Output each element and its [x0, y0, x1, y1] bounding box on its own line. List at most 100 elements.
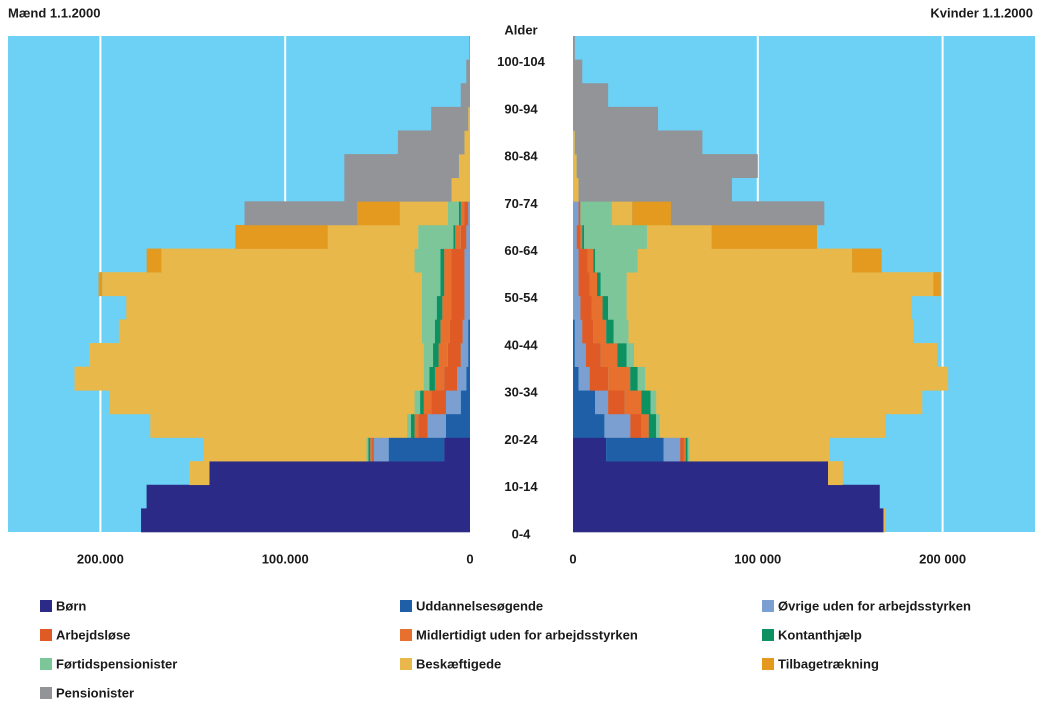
bar-segment [445, 390, 461, 415]
bar-segment [388, 437, 445, 462]
bar-segment [573, 83, 609, 108]
bar-segment [633, 343, 938, 367]
bar-segment [407, 413, 411, 438]
bar-segment [440, 319, 450, 344]
bar-segment [689, 437, 830, 462]
bar-segment [624, 390, 642, 415]
bar-segment [370, 437, 373, 462]
bar-segment [670, 201, 825, 226]
bar-segment [637, 366, 646, 391]
legend-label: Beskæftigede [416, 656, 501, 671]
bar-segment [600, 272, 627, 297]
bar-segment [444, 437, 470, 462]
bar-segment [589, 366, 609, 391]
y-tick-label: 80-84 [504, 149, 538, 164]
bar-segment [423, 390, 432, 415]
x-tick-label: 200.000 [77, 551, 124, 566]
bar-segment [656, 413, 660, 438]
bar-segment [600, 343, 618, 367]
bar-segment [578, 177, 732, 202]
bar-segment [641, 413, 649, 438]
bar-segment [368, 437, 371, 462]
y-tick-label: 70-74 [504, 196, 538, 211]
bar-segment [444, 366, 458, 391]
bar-segment [451, 272, 465, 297]
bar-segment [451, 295, 465, 320]
bar-segment [449, 319, 463, 344]
bar-segment [637, 248, 853, 273]
bar-segment [423, 343, 434, 367]
bar-segment [344, 177, 452, 202]
bar-segment [460, 83, 470, 108]
bar-segment [626, 343, 634, 367]
bar-segment [434, 319, 441, 344]
bar-segment [576, 154, 758, 179]
bar-segment [102, 272, 422, 297]
legend-swatch [40, 687, 52, 699]
bar-segment [427, 413, 446, 438]
bar-segment [460, 224, 467, 249]
bar-segment [418, 224, 454, 249]
bar-segment [150, 413, 408, 438]
bar-segment [244, 201, 358, 226]
bar-segment [460, 201, 465, 226]
bar-segment [630, 366, 638, 391]
bar-segment [440, 272, 445, 297]
legend-swatch [40, 629, 52, 641]
legend-label: Børn [56, 598, 86, 613]
bar-segment [585, 343, 601, 367]
y-tick-label: 30-34 [504, 385, 538, 400]
bar-segment [433, 343, 439, 367]
legend-swatch [762, 600, 774, 612]
bar-segment [431, 390, 446, 415]
x-tick-label: 0 [466, 551, 473, 566]
bar-segment [161, 248, 415, 273]
bar-segment [573, 484, 880, 509]
bar-segment [460, 390, 470, 415]
bar-segment [464, 248, 470, 273]
x-tick-label: 100.000 [262, 551, 309, 566]
bar-segment [410, 413, 415, 438]
bar-segment [573, 106, 659, 131]
bar-segment [595, 390, 609, 415]
bar-segment [641, 390, 651, 415]
bar-segment [468, 343, 470, 367]
bar-segment [455, 224, 461, 249]
bar-segment [235, 224, 328, 249]
y-tick-label: 50-54 [504, 290, 538, 305]
x-tick-label: 0 [569, 551, 576, 566]
bar-segment [613, 319, 629, 344]
x-tick-label: 200 000 [919, 551, 966, 566]
bar-segment [587, 248, 594, 273]
bar-segment [457, 366, 467, 391]
bar-segment [573, 413, 605, 438]
bar-segment [203, 437, 367, 462]
bar-segment [464, 272, 470, 297]
bar-segment [464, 201, 469, 226]
bar-segment [146, 484, 470, 509]
legend-label: Midlertidigt uden for arbejdsstyrken [416, 627, 638, 642]
bar-segment [421, 319, 435, 344]
bar-segment [883, 508, 886, 533]
bar-segment [573, 508, 884, 533]
bar-segment [608, 295, 627, 320]
bar-segment [611, 201, 633, 226]
bar-segment [366, 437, 369, 462]
bar-segment [584, 224, 647, 249]
legend-swatch [400, 600, 412, 612]
legend-swatch [762, 629, 774, 641]
bar-segment [423, 366, 430, 391]
y-tick-label: 10-14 [504, 479, 538, 494]
bar-segment [687, 437, 690, 462]
bar-segment [597, 272, 601, 297]
bar-segment [442, 295, 452, 320]
bar-segment [656, 390, 923, 415]
bar-segment [468, 106, 470, 131]
bar-segment [582, 224, 585, 249]
bar-segment [458, 201, 461, 226]
y-tick-label: 90-94 [504, 101, 538, 116]
bar-segment [373, 437, 389, 462]
bar-segment [468, 201, 470, 226]
bar-segment [573, 295, 581, 320]
